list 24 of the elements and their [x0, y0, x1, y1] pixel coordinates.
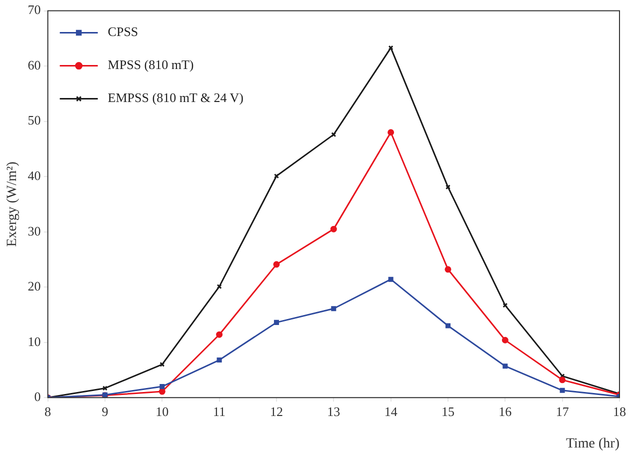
x-axis-title: Time (hr) — [566, 436, 620, 452]
x-tick-label: 14 — [384, 404, 398, 419]
x-tick-label: 11 — [213, 404, 226, 419]
legend-label: MPSS (810 mT) — [108, 57, 194, 72]
y-tick-label: 0 — [34, 389, 41, 404]
y-tick-label: 10 — [28, 334, 41, 349]
x-tick-label: 18 — [613, 404, 626, 419]
y-tick-label: 60 — [28, 57, 41, 72]
y-tick-label: 70 — [28, 2, 41, 18]
legend-label: EMPSS (810 mT & 24 V) — [108, 90, 244, 106]
x-tick-label: 9 — [102, 404, 108, 419]
x-tick-label: 13 — [327, 404, 340, 419]
x-tick-label: 17 — [556, 404, 570, 419]
x-tick-label: 12 — [270, 404, 283, 419]
x-tick-label: 15 — [441, 404, 454, 419]
x-tick-label: 8 — [44, 404, 52, 419]
legend-label: CPSS — [108, 24, 138, 40]
x-tick-label: 10 — [156, 404, 169, 419]
y-tick-label: 40 — [28, 168, 41, 183]
y-tick-label: 20 — [28, 278, 41, 294]
y-tick-label: 30 — [28, 223, 41, 238]
x-tick-label: 16 — [498, 404, 512, 419]
y-tick-label: 50 — [28, 112, 41, 128]
y-axis-title: Exergy (W/m²) — [5, 161, 20, 247]
